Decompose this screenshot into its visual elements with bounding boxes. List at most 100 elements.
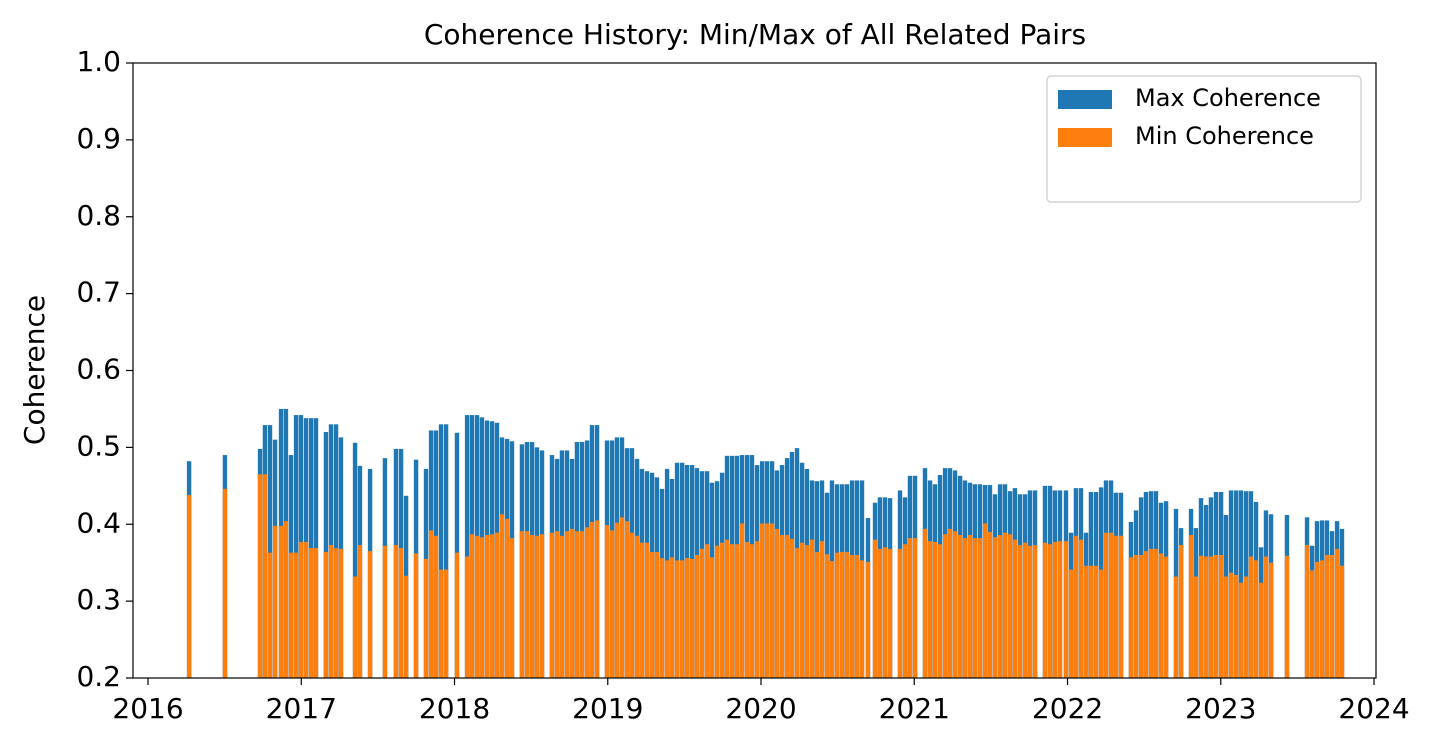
bar (504, 518, 510, 678)
bar (679, 560, 685, 678)
bar (764, 523, 770, 678)
bar (947, 528, 953, 678)
bar (719, 542, 725, 678)
bar (313, 548, 319, 678)
bar (952, 531, 958, 678)
bar (288, 552, 294, 678)
bar (464, 556, 470, 678)
bar (937, 544, 943, 678)
y-tick-label: 0.2 (76, 660, 121, 693)
y-axis-label: Coherence (18, 295, 51, 445)
bar (267, 425, 273, 678)
bar (257, 474, 263, 678)
bar (992, 537, 998, 678)
bar (694, 555, 700, 678)
bar (352, 576, 358, 678)
bar (534, 535, 540, 678)
bar (942, 534, 948, 678)
bar (714, 545, 720, 678)
bar (1248, 556, 1254, 678)
bar (972, 538, 978, 678)
bar (293, 552, 299, 678)
bar (413, 553, 419, 678)
bar (729, 544, 735, 678)
bar (819, 541, 825, 678)
bar (1158, 553, 1164, 678)
bar (699, 548, 705, 678)
bar (333, 548, 339, 678)
bar (1063, 541, 1069, 678)
bar (1173, 576, 1179, 678)
bar (1148, 548, 1154, 678)
y-tick-label: 0.5 (76, 429, 121, 462)
bar (464, 415, 470, 678)
bar (624, 521, 630, 678)
bar (423, 558, 429, 678)
bar (804, 545, 810, 678)
bar (529, 535, 535, 678)
bar (524, 531, 530, 678)
y-tick-label: 0.9 (76, 122, 121, 155)
bar (1068, 569, 1074, 678)
bar (484, 535, 490, 678)
bar (494, 532, 500, 678)
bar (982, 523, 988, 678)
bar (303, 541, 309, 678)
bar (338, 548, 344, 678)
bar (1118, 535, 1124, 678)
bar (739, 523, 745, 678)
bar (1253, 560, 1259, 678)
bar (323, 551, 329, 678)
bar (1007, 534, 1013, 678)
bar (809, 539, 815, 678)
bar (849, 555, 855, 678)
bar (689, 558, 695, 678)
bar (1238, 582, 1244, 678)
bar (1073, 535, 1079, 678)
bar (1334, 548, 1340, 678)
bar (1047, 544, 1053, 678)
bar (887, 548, 893, 678)
y-tick-label: 1.0 (76, 45, 121, 78)
bar (298, 541, 304, 678)
bar (649, 551, 655, 678)
y-tick-label: 0.4 (76, 506, 121, 539)
bar (774, 528, 780, 678)
bar (897, 548, 903, 678)
x-tick-label: 2018 (419, 692, 490, 725)
bar (594, 520, 600, 678)
bar (328, 545, 334, 678)
bar (454, 552, 460, 678)
bar (1213, 555, 1219, 678)
bar (674, 560, 680, 678)
bar (922, 528, 928, 678)
bar (1128, 557, 1134, 678)
bar (824, 554, 830, 678)
legend-swatch (1058, 90, 1112, 109)
bar (1098, 569, 1104, 678)
y-tick-label: 0.6 (76, 353, 121, 386)
bar (1258, 582, 1264, 678)
bar (844, 551, 850, 678)
bar (639, 542, 645, 678)
bar (1203, 556, 1209, 678)
bar (1108, 532, 1114, 678)
bar (574, 531, 580, 678)
bar (759, 523, 765, 678)
bar (549, 532, 555, 678)
bar (709, 557, 715, 678)
bar (1319, 560, 1325, 678)
bar (367, 551, 373, 678)
bar (814, 551, 820, 678)
bar (1078, 539, 1084, 678)
bar (1263, 556, 1269, 678)
bar (799, 542, 805, 678)
x-tick-label: 2019 (572, 692, 643, 725)
legend: Max Coherence Min Coherence (1046, 75, 1362, 203)
bar (1188, 535, 1194, 678)
bar (1304, 545, 1310, 678)
bar (1208, 556, 1214, 678)
bar (704, 544, 710, 678)
bar (1143, 551, 1149, 678)
